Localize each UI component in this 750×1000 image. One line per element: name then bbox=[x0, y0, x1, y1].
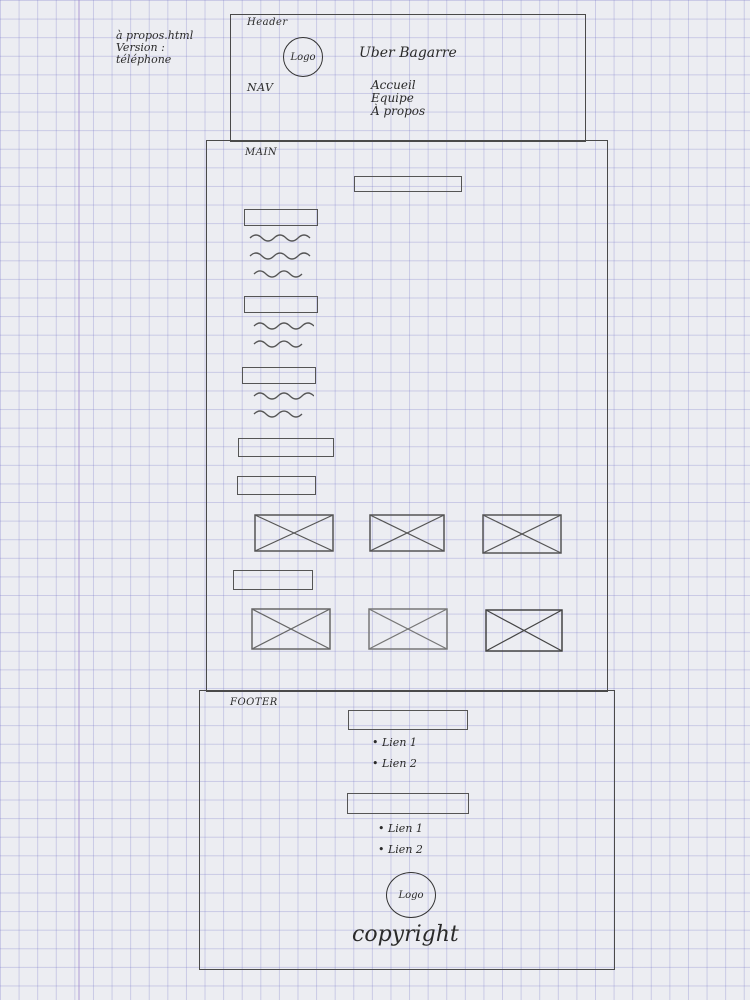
squiggle-text-icon bbox=[253, 322, 314, 348]
gallery-title-placeholder bbox=[237, 476, 316, 495]
footer-link-list: • Lien 1 • Lien 2 bbox=[372, 732, 417, 774]
subheading-placeholder bbox=[244, 296, 318, 313]
nav-item-a-propos[interactable]: À propos bbox=[371, 104, 426, 118]
nav-label: NAV bbox=[247, 81, 274, 94]
logo-icon[interactable]: Logo bbox=[283, 37, 323, 77]
squiggle-text-icon bbox=[249, 234, 311, 278]
logo-text: Logo bbox=[290, 51, 316, 63]
main-section: MAIN bbox=[206, 140, 608, 692]
footer-logo-icon[interactable]: Logo bbox=[386, 872, 436, 918]
footer-link[interactable]: • Lien 2 bbox=[378, 843, 423, 856]
image-placeholder-icon bbox=[254, 514, 334, 552]
file-note: à propos.html Version : téléphone bbox=[116, 30, 226, 66]
footer-section: FOOTER bbox=[199, 690, 615, 970]
site-title: Uber Bagarre bbox=[359, 45, 457, 61]
image-placeholder-icon bbox=[251, 608, 331, 650]
file-note-line: à propos.html bbox=[116, 29, 194, 42]
wide-bar-placeholder bbox=[238, 438, 334, 457]
notebook-margin-line bbox=[78, 0, 80, 1000]
header-label: Header bbox=[247, 17, 288, 28]
copyright-text: copyright bbox=[352, 922, 459, 947]
file-note-line: Version : bbox=[116, 41, 165, 54]
footer-heading-placeholder bbox=[348, 710, 468, 730]
footer-heading-placeholder bbox=[347, 793, 469, 814]
nav-menu: Accueil Equipe À propos bbox=[371, 79, 425, 118]
footer-link[interactable]: • Lien 1 bbox=[378, 822, 423, 835]
main-label: MAIN bbox=[245, 147, 278, 158]
main-heading-placeholder bbox=[354, 176, 462, 192]
footer-label: FOOTER bbox=[230, 697, 278, 708]
image-placeholder-icon bbox=[368, 608, 448, 650]
footer-link-list: • Lien 1 • Lien 2 bbox=[378, 818, 423, 860]
footer-link[interactable]: • Lien 2 bbox=[372, 757, 417, 770]
footer-logo-text: Logo bbox=[398, 889, 424, 901]
nav-item-equipe[interactable]: Equipe bbox=[371, 91, 414, 105]
image-placeholder-icon bbox=[369, 514, 445, 552]
nav-item-accueil[interactable]: Accueil bbox=[371, 78, 416, 92]
image-placeholder-icon bbox=[482, 514, 562, 554]
gallery-title-placeholder bbox=[233, 570, 313, 590]
subheading-placeholder bbox=[244, 209, 318, 226]
footer-link[interactable]: • Lien 1 bbox=[372, 736, 417, 749]
file-note-line: téléphone bbox=[116, 53, 172, 66]
header-section: Header Logo Uber Bagarre NAV Accueil Equ… bbox=[230, 14, 586, 142]
subheading-placeholder bbox=[242, 367, 316, 384]
squiggle-text-icon bbox=[253, 392, 314, 418]
image-placeholder-icon bbox=[485, 609, 563, 652]
